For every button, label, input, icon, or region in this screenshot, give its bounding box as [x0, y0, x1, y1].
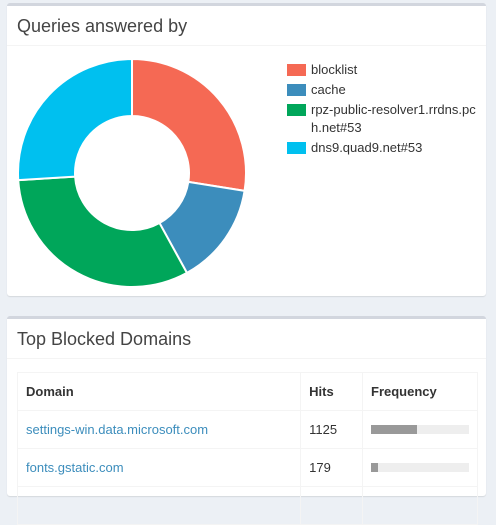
frequency-cell	[362, 448, 478, 487]
hits-cell: 179	[300, 448, 363, 487]
domain-cell: settings-win.data.microsoft.com	[16, 410, 302, 449]
queries-donut-chart	[17, 58, 247, 288]
blocked-panel-title: Top Blocked Domains	[17, 329, 192, 349]
frequency-bar-fill	[371, 425, 418, 434]
legend-label: cache	[311, 82, 346, 97]
blocked-panel-header: Top Blocked Domains	[7, 319, 486, 359]
legend-label: dns9.quad9.net#53	[311, 140, 423, 155]
legend-item[interactable]: cache	[287, 81, 477, 99]
queries-panel-title: Queries answered by	[17, 16, 188, 36]
column-header-hits: Hits	[300, 372, 363, 411]
legend-label: rpz-public-resolver1.rrdns.pch.net#53	[311, 102, 476, 135]
table-header-row: Domain Hits Frequency	[16, 372, 478, 411]
domain-link[interactable]: fonts.gstatic.com	[26, 460, 124, 475]
donut-slice-3[interactable]	[17, 175, 189, 288]
legend-item[interactable]: rpz-public-resolver1.rrdns.pch.net#53	[287, 101, 477, 137]
legend-swatch	[287, 104, 306, 116]
frequency-bar	[371, 463, 469, 472]
donut-slice-1[interactable]	[131, 58, 247, 192]
hits-cell: 1125	[300, 410, 363, 449]
table-row	[16, 486, 478, 525]
domain-cell	[16, 486, 302, 525]
blocked-domains-table: Domain Hits Frequency settings-win.data.…	[16, 372, 478, 525]
queries-panel-header: Queries answered by	[7, 6, 486, 46]
column-header-domain: Domain	[16, 372, 302, 411]
legend-swatch	[287, 64, 306, 76]
queries-legend: blocklist cache rpz-public-resolver1.rrdns…	[287, 61, 477, 159]
donut-slice-4[interactable]	[17, 58, 133, 182]
column-header-frequency: Frequency	[362, 372, 478, 411]
legend-swatch	[287, 142, 306, 154]
frequency-bar-fill	[371, 463, 378, 472]
legend-item[interactable]: dns9.quad9.net#53	[287, 139, 477, 157]
legend-label: blocklist	[311, 62, 358, 77]
top-blocked-domains-panel: Top Blocked Domains Domain Hits Frequenc…	[7, 316, 486, 525]
frequency-cell	[362, 486, 478, 525]
hits-cell	[300, 486, 363, 525]
legend-swatch	[287, 84, 306, 96]
legend-item[interactable]: blocklist	[287, 61, 477, 79]
table-row: fonts.gstatic.com 179	[16, 448, 478, 487]
queries-answered-panel: Queries answered by blocklist cache rpz-pu…	[7, 3, 486, 296]
frequency-bar	[371, 425, 469, 434]
domain-link[interactable]: settings-win.data.microsoft.com	[26, 422, 209, 437]
table-row: settings-win.data.microsoft.com 1125	[16, 410, 478, 449]
domain-cell: fonts.gstatic.com	[16, 448, 302, 487]
frequency-cell	[362, 410, 478, 449]
